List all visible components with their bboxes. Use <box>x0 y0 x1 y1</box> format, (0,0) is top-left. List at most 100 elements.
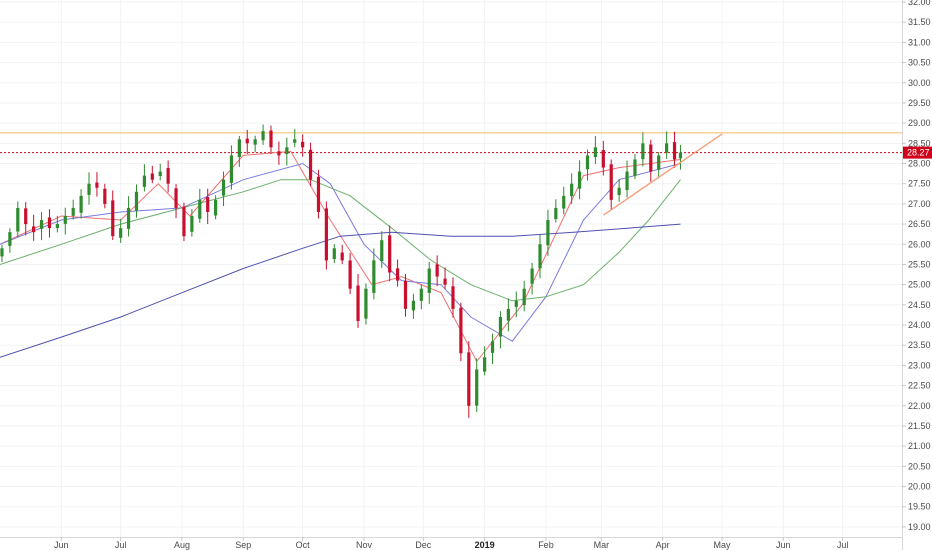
candle-body <box>459 307 463 354</box>
y-tick-label: 24.50 <box>908 300 931 310</box>
candle-body <box>356 285 360 321</box>
y-tick-label: 32.00 <box>908 0 931 7</box>
y-tick-label: 27.50 <box>908 179 931 189</box>
y-tick-label: 20.50 <box>908 461 931 471</box>
candle-body <box>285 147 289 155</box>
candle-body <box>554 207 558 220</box>
x-tick-label: Jun <box>776 540 791 550</box>
candle-body <box>277 151 281 156</box>
y-tick-label: 31.50 <box>908 17 931 27</box>
candle-body <box>71 207 75 216</box>
candle-body <box>403 280 408 309</box>
candle-body <box>388 235 392 273</box>
moving-average-line-1 <box>0 150 681 363</box>
candle-body <box>119 228 123 238</box>
x-tick-label: Jul <box>837 540 849 550</box>
candle-body <box>364 288 368 319</box>
candle-body <box>87 183 91 195</box>
candle-body <box>166 168 170 184</box>
candle-body <box>16 207 20 232</box>
candle-body <box>190 216 194 232</box>
y-tick-label: 25.50 <box>908 259 931 269</box>
candle-body <box>47 217 52 229</box>
candle-body <box>79 195 83 213</box>
horizontal-lines <box>0 132 902 154</box>
candle-body <box>570 183 574 197</box>
x-tick-label: Oct <box>296 540 311 550</box>
candle-body <box>372 260 376 293</box>
candle-body <box>665 143 669 153</box>
candle-body <box>221 179 226 196</box>
candle-body <box>562 195 566 209</box>
candle-body <box>530 268 534 284</box>
candle-body <box>577 171 582 189</box>
x-tick-label: Jul <box>115 540 127 550</box>
candle-body <box>490 341 495 353</box>
candle-body <box>593 147 597 158</box>
candle-body <box>585 155 590 170</box>
y-tick-label: 21.00 <box>908 441 931 451</box>
support-trendline <box>602 133 723 216</box>
x-tick-label: Sep <box>235 540 251 550</box>
candle-body <box>411 300 416 311</box>
candle-body <box>261 131 265 141</box>
x-tick-label: Dec <box>415 540 432 550</box>
candle-body <box>269 130 273 148</box>
candle-body <box>111 200 115 237</box>
y-tick-label: 23.00 <box>908 360 931 370</box>
y-tick-label: 26.50 <box>908 219 931 229</box>
candle-body <box>32 226 36 233</box>
x-tick-label: Feb <box>538 540 554 550</box>
candle-body <box>340 252 344 261</box>
candle-body <box>467 352 471 406</box>
candle-body <box>308 149 313 180</box>
y-tick-label: 22.00 <box>908 401 931 411</box>
candle-body <box>214 199 218 216</box>
candle-body <box>672 142 677 160</box>
y-tick-label: 31.00 <box>908 37 931 47</box>
candle-body <box>158 171 162 176</box>
candle-body <box>24 208 28 225</box>
candle-body <box>237 139 241 158</box>
candle-body <box>142 175 146 187</box>
candle-body <box>498 316 503 337</box>
last-price-text: 28.27 <box>907 148 930 158</box>
candle-body <box>332 248 336 260</box>
candle-body <box>506 308 510 321</box>
candle-body <box>0 248 4 257</box>
moving-average-line-3 <box>0 179 681 302</box>
y-tick-label: 27.00 <box>908 199 931 209</box>
candle-body <box>443 278 447 285</box>
candle-body <box>427 268 431 293</box>
candle-body <box>483 357 487 372</box>
y-tick-label: 30.00 <box>908 78 931 88</box>
candle-body <box>538 244 542 269</box>
y-tick-label: 29.00 <box>908 118 931 128</box>
x-tick-label: Mar <box>594 540 610 550</box>
y-tick-label: 28.00 <box>908 159 931 169</box>
candle-body <box>522 288 526 306</box>
candle-body <box>324 208 328 261</box>
candle-body <box>546 220 550 246</box>
x-tick-label: Jun <box>54 540 69 550</box>
y-axis: 19.00 19.50 20.00 20.50 21.00 21.50 22.00 22.50… <box>902 0 931 532</box>
candle-body <box>316 176 321 212</box>
candle-body <box>641 143 645 160</box>
candles <box>0 124 683 418</box>
candle-body <box>63 216 67 224</box>
candle-body <box>625 171 629 191</box>
candle-body <box>245 138 249 144</box>
y-tick-label: 19.50 <box>908 502 931 512</box>
y-tick-label: 26.00 <box>908 239 931 249</box>
trendlines <box>602 133 723 216</box>
candle-body <box>609 164 613 200</box>
candle-body <box>126 207 131 229</box>
candle-body <box>419 288 423 301</box>
x-tick-label: Aug <box>174 540 190 550</box>
y-tick-label: 22.50 <box>908 381 931 391</box>
moving-averages <box>0 150 681 363</box>
y-tick-label: 20.00 <box>908 482 931 492</box>
